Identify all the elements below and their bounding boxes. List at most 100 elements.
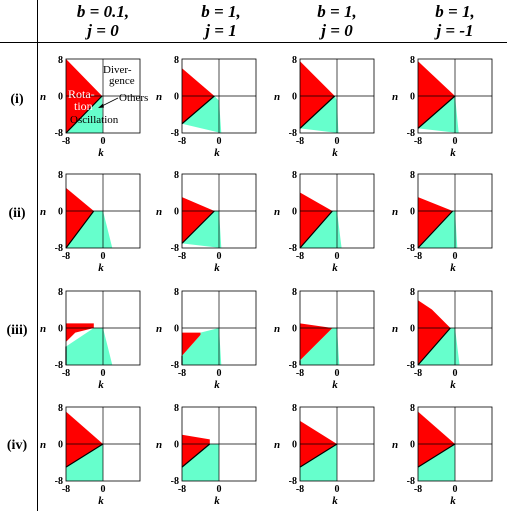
n-axis-label: n	[156, 439, 162, 451]
oscillation-region	[66, 444, 103, 481]
y-tick-label: 0	[174, 324, 179, 335]
row-header-1: (i)	[10, 92, 24, 107]
others-boundary	[181, 95, 215, 125]
x-tick-label: 0	[453, 368, 458, 379]
rotation-region	[418, 300, 451, 365]
panel-frame	[181, 58, 257, 134]
x-tick-label: 0	[335, 484, 340, 495]
others-boundary	[417, 443, 456, 468]
x-tick-label: -8	[296, 251, 304, 262]
x-tick-label: 0	[217, 251, 222, 262]
y-tick-label: 8	[292, 287, 297, 298]
oscillation-region	[300, 211, 342, 248]
oscillation-region	[66, 211, 113, 248]
panel-2-1: 8 0 -8-8 0 n k	[40, 170, 141, 274]
k-axis-label: k	[98, 379, 104, 391]
k-axis-label: k	[450, 379, 456, 391]
n-axis-label: n	[156, 206, 162, 218]
k-axis-label: k	[214, 262, 220, 274]
y-tick-label: 8	[410, 170, 415, 181]
y-tick-label: 8	[410, 55, 415, 66]
n-axis-label: n	[392, 91, 398, 103]
k-axis-label: k	[450, 495, 456, 507]
row-header-divider	[37, 0, 38, 511]
panel-3-4: 8 0 -8-8 0 n k	[392, 287, 493, 391]
column-header-4-line2: j = -1	[436, 21, 474, 40]
y-tick-label: -8	[171, 476, 179, 487]
y-tick-label: 0	[58, 92, 63, 103]
k-axis-label: k	[450, 147, 456, 159]
n-axis-label: n	[40, 323, 46, 335]
panel-frame	[65, 406, 141, 482]
k-axis-label: k	[332, 262, 338, 274]
panel-frame	[65, 58, 141, 134]
rotation-region	[182, 332, 201, 356]
x-tick-label: -8	[62, 251, 70, 262]
y-tick-label: 8	[58, 287, 63, 298]
x-tick-label: -8	[178, 484, 186, 495]
x-tick-label: 0	[217, 484, 222, 495]
n-axis-label: n	[156, 323, 162, 335]
rotation-region	[300, 192, 333, 248]
oscillation-region	[300, 444, 337, 481]
panel-frame	[417, 58, 493, 134]
row-header-2: (ii)	[8, 206, 26, 221]
panel-frame	[299, 406, 375, 482]
others-boundary	[299, 95, 336, 129]
divergence-annotation-line2: gence	[109, 75, 135, 87]
panel-2-3: 8 0 -8-8 0 n k	[274, 170, 375, 274]
y-tick-label: 8	[292, 403, 297, 414]
y-tick-label: -8	[289, 243, 297, 254]
rotation-annotation-line1: Rota-	[68, 87, 95, 101]
others-boundary	[181, 443, 211, 468]
y-tick-label: 0	[58, 324, 63, 335]
n-axis-label: n	[274, 323, 280, 335]
row-header-4: (iv)	[6, 438, 28, 453]
y-tick-label: 0	[410, 324, 415, 335]
others-pointer-arrowhead	[98, 103, 104, 108]
y-tick-label: -8	[55, 360, 63, 371]
panel-frame	[417, 406, 493, 482]
oscillation-region	[182, 211, 222, 248]
x-tick-label: -8	[414, 484, 422, 495]
n-axis-label: n	[156, 91, 162, 103]
rotation-region	[300, 61, 335, 129]
column-header-divider	[0, 42, 507, 43]
panel-frame	[299, 290, 375, 366]
y-tick-label: -8	[171, 360, 179, 371]
y-tick-label: 8	[410, 403, 415, 414]
x-tick-label: -8	[62, 368, 70, 379]
x-tick-label: 0	[335, 368, 340, 379]
panel-1-4: 8 0 -8-8 0 n k	[392, 55, 493, 159]
y-tick-label: -8	[289, 360, 297, 371]
others-boundary	[417, 327, 451, 366]
panel-1-2: 8 0 -8-8 0 n k	[156, 55, 257, 159]
y-tick-label: 8	[292, 55, 297, 66]
rotation-region	[182, 197, 215, 244]
column-header-2: b = 1, j = 1	[162, 2, 280, 40]
column-header-3-line1: b = 1,	[317, 2, 357, 21]
rotation-region	[66, 187, 94, 248]
y-tick-label: 8	[58, 55, 63, 66]
panel-frame	[181, 406, 257, 482]
y-tick-label: -8	[55, 476, 63, 487]
column-header-4-line1: b = 1,	[435, 2, 475, 21]
y-tick-label: -8	[407, 128, 415, 139]
panel-frame	[299, 58, 375, 134]
panel-frame	[417, 290, 493, 366]
y-tick-label: 0	[292, 440, 297, 451]
x-tick-label: -8	[178, 251, 186, 262]
k-axis-label: k	[332, 379, 338, 391]
y-tick-label: 8	[292, 170, 297, 181]
panel-frame	[65, 173, 141, 249]
k-axis-label: k	[98, 495, 104, 507]
panel-frame	[299, 173, 375, 249]
column-header-4: b = 1, j = -1	[396, 2, 507, 40]
oscillation-region	[66, 328, 113, 365]
rotation-region	[418, 197, 453, 248]
y-tick-label: 8	[174, 55, 179, 66]
column-header-3: b = 1, j = 0	[278, 2, 396, 40]
x-tick-label: -8	[296, 484, 304, 495]
